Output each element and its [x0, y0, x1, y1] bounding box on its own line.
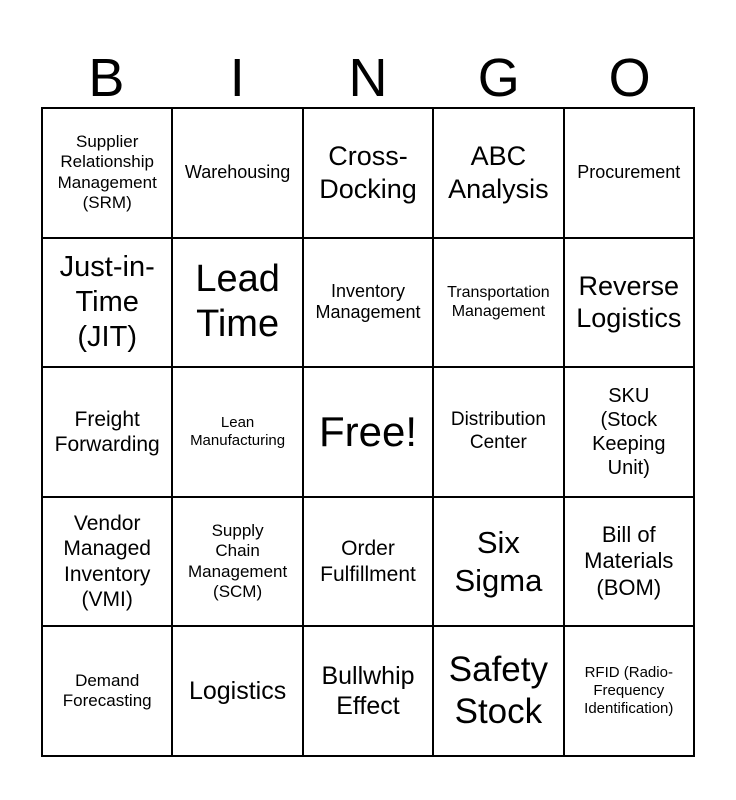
bingo-cell-b2[interactable]: Just-in- Time (JIT) [43, 238, 172, 367]
bingo-cell-i1[interactable]: Warehousing [173, 109, 302, 237]
title-letter-b: B [88, 48, 125, 109]
bingo-cell-n5[interactable]: Bullwhip Effect [303, 627, 433, 755]
bingo-grid: Supplier Relationship Management (SRM) W… [41, 107, 695, 757]
bingo-cell-i2[interactable]: Lead Time [173, 238, 302, 367]
bingo-cell-n3-free-space[interactable]: Free! [303, 368, 433, 496]
bingo-title: B I N G O [41, 0, 695, 107]
bingo-cell-n1[interactable]: Cross- Docking [303, 109, 433, 237]
bingo-cell-o3[interactable]: SKU (Stock Keeping Unit) [564, 368, 693, 496]
bingo-cell-b5[interactable]: Demand Forecasting [43, 627, 172, 755]
bingo-cell-b4[interactable]: Vendor Managed Inventory (VMI) [43, 497, 172, 626]
title-letter-i: I [229, 48, 245, 109]
bingo-card: B I N G O Supplier Relationship Manageme… [41, 0, 695, 757]
bingo-cell-b1[interactable]: Supplier Relationship Management (SRM) [43, 109, 172, 237]
bingo-cell-n2[interactable]: Inventory Management [303, 238, 433, 367]
bingo-cell-o4[interactable]: Bill of Materials (BOM) [564, 497, 693, 626]
bingo-cell-i4[interactable]: Supply Chain Management (SCM) [173, 497, 302, 626]
bingo-cell-g4[interactable]: Six Sigma [434, 497, 563, 626]
bingo-cell-i3[interactable]: Lean Manufacturing [173, 368, 302, 496]
bingo-cell-n4[interactable]: Order Fulfillment [303, 497, 433, 626]
title-letter-o: O [608, 48, 651, 109]
bingo-cell-b3[interactable]: Freight Forwarding [43, 368, 172, 496]
title-letter-n: N [348, 48, 388, 109]
bingo-cell-o2[interactable]: Reverse Logistics [564, 238, 693, 367]
bingo-cell-g3[interactable]: Distribution Center [434, 368, 563, 496]
bingo-cell-i5[interactable]: Logistics [173, 627, 302, 755]
bingo-cell-g1[interactable]: ABC Analysis [434, 109, 563, 237]
title-letter-g: G [477, 48, 520, 109]
bingo-cell-o1[interactable]: Procurement [564, 109, 693, 237]
bingo-cell-g5[interactable]: Safety Stock [434, 627, 563, 755]
bingo-cell-o5[interactable]: RFID (Radio- Frequency Identification) [564, 627, 693, 755]
bingo-cell-g2[interactable]: Transportation Management [434, 238, 563, 367]
